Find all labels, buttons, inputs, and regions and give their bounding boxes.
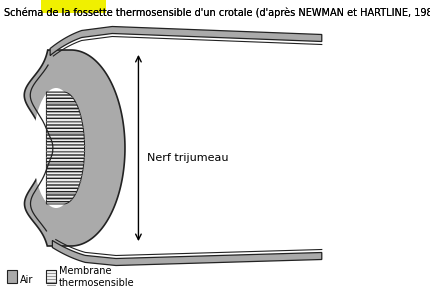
Text: Membrane
thermosensible: Membrane thermosensible bbox=[59, 266, 135, 288]
Bar bbox=[7, 270, 17, 283]
Polygon shape bbox=[24, 50, 125, 246]
Polygon shape bbox=[46, 92, 84, 204]
Polygon shape bbox=[50, 27, 321, 56]
Text: Nerf trijumeau: Nerf trijumeau bbox=[147, 153, 228, 163]
Bar bbox=[46, 270, 56, 283]
Polygon shape bbox=[52, 241, 321, 265]
Text: Air: Air bbox=[20, 275, 34, 285]
Text: Schéma de la fossette thermosensible d'un crotale (d'après NEWMAN et HARTLINE, 1: Schéma de la fossette thermosensible d'u… bbox=[4, 8, 430, 19]
Text: Schéma de la fossette thermosensible d'un crotale (d'après NEWMAN et HARTLINE, 1: Schéma de la fossette thermosensible d'u… bbox=[4, 8, 430, 19]
Ellipse shape bbox=[33, 88, 79, 208]
Bar bbox=[41, 0, 106, 13]
